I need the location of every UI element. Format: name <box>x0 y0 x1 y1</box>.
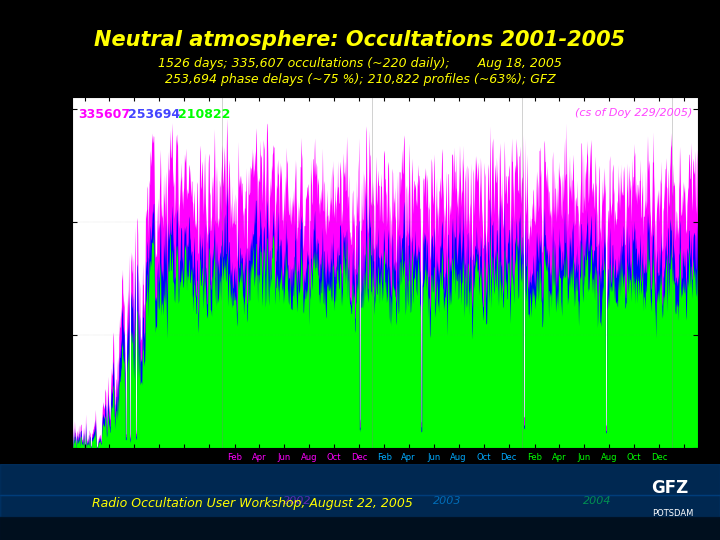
Text: Radio Occultation User Workshop, August 22, 2005: Radio Occultation User Workshop, August … <box>91 497 413 510</box>
Text: 2003: 2003 <box>433 496 461 506</box>
Text: 2002: 2002 <box>282 496 311 506</box>
Text: 1526 days; 335,607 occultations (~220 daily);       Aug 18, 2005: 1526 days; 335,607 occultations (~220 da… <box>158 57 562 70</box>
Y-axis label: Occultations daily: Occultations daily <box>30 217 43 329</box>
Text: 2004: 2004 <box>582 496 611 506</box>
Text: 335607: 335607 <box>78 108 130 121</box>
Text: 210822: 210822 <box>179 108 231 121</box>
Text: GFZ: GFZ <box>651 479 688 497</box>
Text: Neutral atmosphere: Occultations 2001-2005: Neutral atmosphere: Occultations 2001-20… <box>94 30 626 50</box>
Text: POTSDAM: POTSDAM <box>652 509 694 518</box>
Text: 253,694 phase delays (~75 %); 210,822 profiles (~63%); GFZ: 253,694 phase delays (~75 %); 210,822 pr… <box>165 73 555 86</box>
Text: 2001: 2001 <box>132 496 161 506</box>
Text: 2005: 2005 <box>671 496 699 506</box>
Text: 253694: 253694 <box>128 108 181 121</box>
Text: (cs of Doy 229/2005): (cs of Doy 229/2005) <box>575 108 692 118</box>
